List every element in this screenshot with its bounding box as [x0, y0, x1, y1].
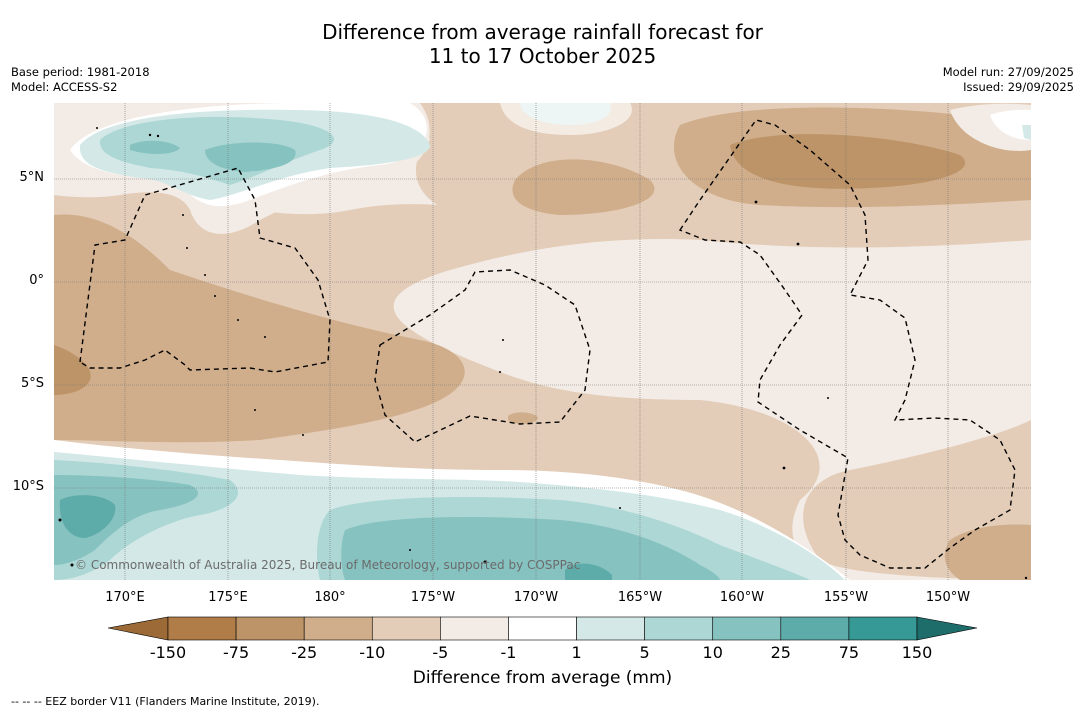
colorbar-max-arrow	[916, 616, 978, 641]
model-run: Model run: 27/09/2025	[942, 65, 1074, 79]
colorbar-tick-label: 75	[838, 643, 860, 662]
lon-label: 175°E	[208, 590, 248, 605]
lat-label: 10°S	[12, 479, 44, 494]
colorbar-min-arrow	[107, 616, 169, 641]
lon-label: 170°W	[513, 590, 559, 605]
colorbar-swatch	[644, 616, 714, 641]
lon-label: 155°W	[823, 590, 869, 605]
colorbar-tick-label: 25	[770, 643, 791, 662]
title-line-1: Difference from average rainfall forecas…	[322, 20, 763, 44]
eez-legend-note: -- -- -- EEZ border V11 (Flanders Marine…	[11, 695, 320, 708]
lon-label: 160°W	[719, 590, 765, 605]
map-contours	[54, 103, 1031, 580]
colorbar-swatch	[303, 616, 373, 641]
lon-label: 150°W	[925, 590, 971, 605]
colorbar-swatch	[235, 616, 305, 641]
lon-label: 175°W	[410, 590, 456, 605]
colorbar-swatch	[848, 616, 918, 641]
lon-label: 170°E	[105, 590, 145, 605]
model-name: Model: ACCESS-S2	[11, 80, 118, 94]
colorbar-title: Difference from average (mm)	[412, 668, 673, 688]
colorbar-swatch	[780, 616, 850, 641]
colorbar-tick-label: -5	[432, 643, 449, 662]
meta-right: Model run: 27/09/2025 Issued: 29/09/2025	[943, 65, 1074, 95]
colorbar-tick-label: -150	[149, 643, 187, 662]
colorbar-tick-label: 5	[639, 643, 650, 662]
colorbar-tick-label: -75	[223, 643, 250, 662]
issued-date: Issued: 29/09/2025	[963, 80, 1074, 94]
colorbar-swatch	[440, 616, 509, 641]
islands	[58, 127, 1028, 580]
colorbar-swatch	[167, 616, 237, 641]
colorbar-swatch	[371, 616, 441, 641]
colorbar-tick-label: 10	[702, 643, 723, 662]
colorbar-tick-label: 1	[571, 643, 582, 662]
colorbar-swatch	[712, 616, 782, 641]
map-title: Difference from average rainfall forecas…	[0, 20, 1085, 68]
lon-label: 180°	[314, 590, 346, 605]
colorbar-tick-label: 150	[901, 643, 933, 662]
colorbar	[107, 616, 978, 641]
lat-label: 5°N	[19, 170, 45, 185]
lat-label: 5°S	[20, 376, 44, 391]
colorbar-swatch	[508, 616, 577, 641]
base-period: Base period: 1981-2018	[11, 65, 150, 79]
colorbar-tick-label: -1	[500, 643, 517, 662]
colorbar-swatch	[576, 616, 645, 641]
title-line-2: 11 to 17 October 2025	[428, 44, 657, 68]
meta-left: Base period: 1981-2018 Model: ACCESS-S2	[11, 65, 150, 95]
lat-label: 0°	[29, 273, 44, 288]
eez-borders	[79, 119, 1016, 569]
colorbar-tick-label: -10	[359, 643, 386, 662]
colorbar-tick-label: -25	[291, 643, 318, 662]
lon-label: 165°W	[617, 590, 663, 605]
copyright-notice: © Commonwealth of Australia 2025, Bureau…	[75, 558, 581, 572]
